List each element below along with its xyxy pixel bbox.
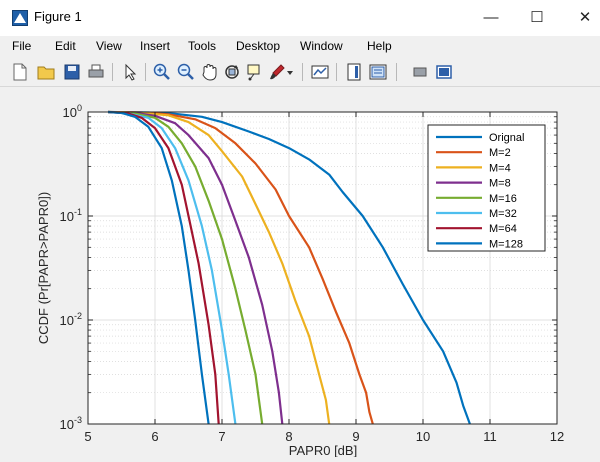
menu-desktop[interactable]: Desktop: [236, 39, 281, 53]
x-axis-label: PAPR0 [dB]: [289, 443, 357, 457]
series-line-0: [108, 110, 471, 425]
pointer-icon[interactable]: [120, 62, 140, 82]
plot-frame: [87, 111, 558, 425]
legend-label: M=32: [489, 208, 517, 220]
legend-label: M=4: [489, 162, 511, 174]
show-plot-tools-icon[interactable]: [434, 62, 454, 82]
pan-icon[interactable]: [199, 62, 219, 82]
x-tick-label: 5: [84, 429, 91, 444]
window-title: Figure 1: [34, 9, 82, 24]
y-tick-label: 10-3: [60, 415, 82, 432]
zoom-in-icon[interactable]: [152, 62, 172, 82]
x-tick-label: 7: [218, 429, 225, 444]
colorbar-icon[interactable]: [344, 62, 364, 82]
x-tick-label: 12: [550, 429, 564, 444]
x-tick-label: 6: [151, 429, 158, 444]
new-figure-icon[interactable]: [10, 62, 30, 82]
minor-grid: [88, 116, 557, 394]
save-icon[interactable]: [62, 62, 82, 82]
brush-dropdown-icon[interactable]: [285, 62, 295, 82]
y-tick-base: 10: [63, 105, 77, 120]
x-tick-labels: 5 6 7 8 9 10 11 12: [84, 429, 564, 444]
y-tick-exponent: -3: [74, 415, 82, 425]
y-tick-label: 10-2: [60, 311, 82, 328]
toolbar-separator: [145, 63, 146, 81]
y-tick-label: 10-1: [60, 207, 82, 224]
y-axis-label: CCDF (Pr[PAPR>PAPR0]): [36, 192, 51, 344]
series-line-1: [108, 110, 374, 425]
axis-ticks: [87, 111, 558, 425]
toolbar-separator: [112, 63, 113, 81]
link-plot-icon[interactable]: [310, 62, 330, 82]
series-line-6: [108, 110, 220, 425]
series-line-7: [108, 110, 210, 425]
matlab-figure-icon: [12, 10, 28, 26]
brush-icon[interactable]: [267, 62, 287, 82]
rotate-3d-icon[interactable]: [222, 62, 242, 82]
legend-icon[interactable]: [368, 62, 388, 82]
maximize-button[interactable]: ☐: [530, 9, 544, 26]
legend-label: M=16: [489, 193, 517, 205]
y-tick-exponent: -1: [74, 207, 82, 217]
figure-canvas: 5 6 7 8 9 10 11 12 100 10-1 10-2 10-3 PAPR0 [dB] C…: [0, 87, 600, 458]
menu-edit[interactable]: Edit: [55, 39, 76, 53]
data-cursor-icon[interactable]: [245, 62, 265, 82]
toolbar-separator: [396, 63, 397, 81]
x-tick-label: 8: [285, 429, 292, 444]
print-icon[interactable]: [86, 62, 106, 82]
menu-file[interactable]: File: [12, 39, 32, 53]
legend[interactable]: Orignal M=2 M=4 M=8 M=16 M=32 M=64 M=128: [427, 124, 546, 252]
legend-label: M=8: [489, 178, 511, 190]
menu-bar: File Edit View Insert Tools Desktop Wind…: [0, 36, 600, 58]
menu-insert[interactable]: Insert: [140, 39, 171, 53]
series-layer: [108, 110, 471, 425]
menu-view[interactable]: View: [96, 39, 122, 53]
legend-label: M=128: [489, 238, 523, 250]
menu-window[interactable]: Window: [300, 39, 343, 53]
legend-label: M=2: [489, 147, 511, 159]
legend-label: Orignal: [489, 132, 524, 144]
zoom-out-icon[interactable]: [176, 62, 196, 82]
menu-help[interactable]: Help: [367, 39, 392, 53]
toolbar-separator: [302, 63, 303, 81]
y-tick-base: 10: [60, 209, 74, 224]
series-line-4: [108, 110, 264, 425]
y-tick-exponent: 0: [77, 103, 82, 113]
toolbar-separator: [336, 63, 337, 81]
hide-plot-tools-icon[interactable]: [410, 62, 430, 82]
legend-box: [427, 124, 546, 252]
minimize-button[interactable]: —: [483, 9, 499, 26]
legend-label: M=64: [489, 223, 517, 235]
y-tick-base: 10: [60, 417, 74, 432]
open-file-icon[interactable]: [36, 62, 56, 82]
title-bar: Figure 1 — ☐ ✕: [0, 0, 600, 36]
x-tick-label: 10: [416, 429, 430, 444]
y-tick-exponent: -2: [74, 311, 82, 321]
close-button[interactable]: ✕: [578, 9, 592, 26]
x-tick-label: 9: [352, 429, 359, 444]
series-line-2: [108, 110, 331, 425]
menu-tools[interactable]: Tools: [188, 39, 217, 53]
figure-toolbar: [0, 58, 600, 87]
series-line-5: [108, 110, 237, 425]
y-tick-label: 100: [63, 103, 82, 120]
y-tick-base: 10: [60, 313, 74, 328]
x-tick-label: 11: [483, 429, 497, 444]
